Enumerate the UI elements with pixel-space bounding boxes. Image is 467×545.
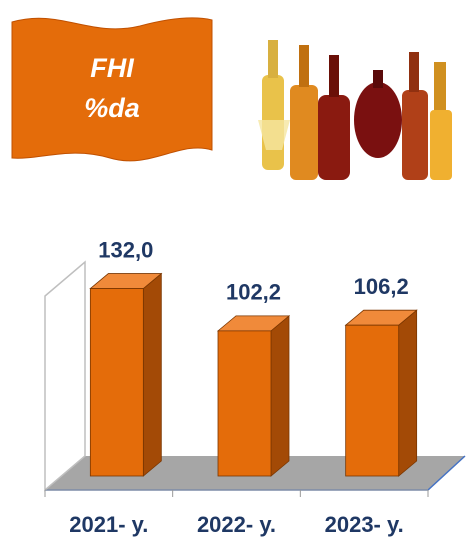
x-tick-label: 2022- y. xyxy=(197,512,276,537)
bar-side xyxy=(143,274,161,476)
chart: FHI %da 2021- y. 132,0 2022- y. 102,2 2023- … xyxy=(0,0,467,545)
value-label: 102,2 xyxy=(226,280,281,305)
bar-side xyxy=(271,316,289,476)
bar-side xyxy=(399,310,417,476)
value-label: 132,0 xyxy=(98,237,153,262)
bottles-image xyxy=(258,40,452,180)
banner-line: %da xyxy=(84,93,140,123)
bar xyxy=(90,289,143,476)
banner xyxy=(12,18,212,161)
x-tick-label: 2023- y. xyxy=(325,512,404,537)
back-wall xyxy=(45,262,85,490)
banner-line: FHI xyxy=(90,53,134,83)
bar xyxy=(346,325,399,476)
bar xyxy=(218,331,271,476)
x-tick-label: 2021- y. xyxy=(69,512,148,537)
value-label: 106,2 xyxy=(354,274,409,299)
